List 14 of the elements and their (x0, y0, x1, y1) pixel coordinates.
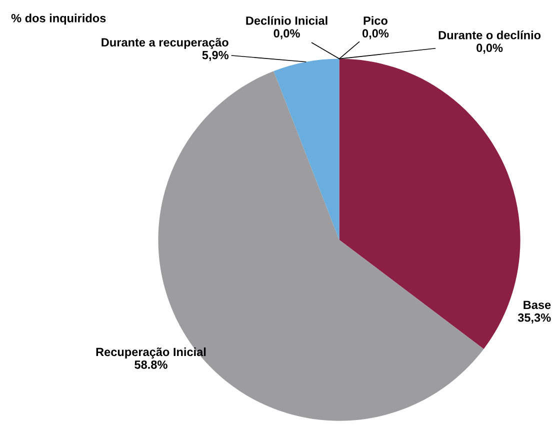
text: 0,0% (362, 29, 389, 40)
slice-label: Durante a recuperação (102, 38, 228, 49)
category-label: Declínio Inicial (246, 16, 328, 25)
category-label: Pico (364, 16, 388, 25)
slice-label: Base (524, 300, 551, 310)
text: 0,0% (476, 44, 503, 54)
data-label: 58.8% (134, 360, 168, 369)
slice-label: Recuperação Inicial (96, 347, 206, 358)
chart-title: % dos inquiridos (11, 14, 106, 25)
pie-slice (274, 58, 340, 240)
text: 0,0% (274, 29, 300, 40)
data-label: 5,9% (202, 50, 229, 61)
data-label: 35,3% (518, 313, 551, 324)
category-label: Durante o declínio (438, 30, 541, 40)
